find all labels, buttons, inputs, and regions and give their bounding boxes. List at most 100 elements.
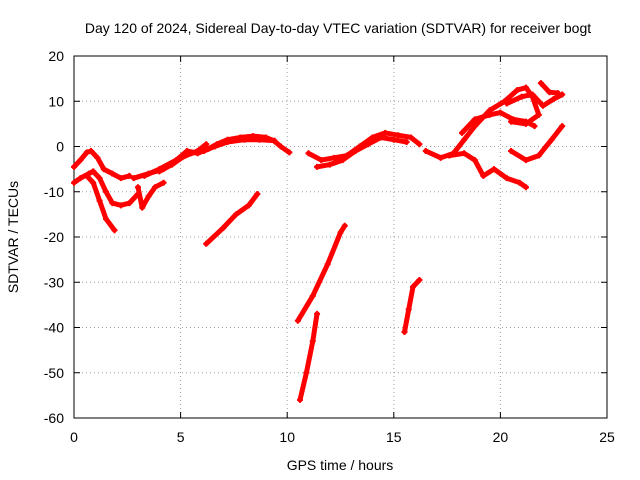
x-tick-label: 15 [386,429,402,445]
data-point [540,102,547,109]
data-point [461,150,468,157]
data-point [405,306,412,313]
data-point [271,137,278,144]
data-point [303,369,310,376]
data-series [71,80,566,403]
x-tick-label: 5 [177,429,185,445]
data-point [181,152,188,159]
data-point [554,90,561,97]
data-point [296,396,303,403]
series-arc-15 [446,150,529,190]
data-point [139,204,146,211]
data-point [160,179,167,186]
data-point [102,188,109,195]
data-point [309,292,316,299]
data-point [71,179,77,186]
data-point [459,129,466,136]
y-tick-label: -60 [44,410,64,426]
data-point [109,170,116,177]
data-point [331,154,338,161]
chart-title: Day 120 of 2024, Sidereal Day-to-day VTE… [85,20,591,36]
data-point [503,175,510,182]
data-point [409,283,416,290]
data-point [339,157,346,164]
y-tick-label: 10 [48,93,64,109]
y-tick-label: -30 [44,274,64,290]
data-point [314,163,321,170]
data-point [211,143,218,150]
data-point [491,166,498,173]
data-point [390,136,397,143]
data-point [83,149,90,156]
data-point [130,175,137,182]
data-point [437,154,444,161]
series-arc-12 [297,311,320,403]
data-point [531,123,538,130]
data-point [416,141,423,148]
data-point [514,86,521,93]
x-tick-label: 10 [279,429,295,445]
data-point [309,338,316,345]
data-point [156,168,163,175]
data-point [94,154,101,161]
data-point [220,224,227,231]
data-point [535,152,542,159]
series-arc-4 [135,180,166,211]
x-tick-label: 0 [70,429,78,445]
data-point [548,136,555,143]
data-point [117,175,124,182]
data-point [141,172,148,179]
data-point [401,329,408,336]
data-point [90,179,97,186]
data-point [203,141,210,148]
series-arc-1 [71,148,132,181]
data-point [134,184,141,191]
series-arc-8 [203,191,260,247]
y-tick-label: -20 [44,229,64,245]
data-point [341,222,348,229]
data-point [100,166,107,173]
data-point [382,129,389,136]
data-point [203,240,210,247]
data-point [286,149,293,156]
data-point [102,215,109,222]
x-axis-label: GPS time / hours [287,457,394,473]
x-tick-label: 25 [599,429,615,445]
data-point [224,138,231,145]
data-point [522,157,529,164]
y-tick-label: -50 [44,365,64,381]
data-point [416,276,423,283]
data-point [145,193,152,200]
data-point [471,116,478,123]
y-tick-label: -40 [44,320,64,336]
data-point [109,200,116,207]
data-point [71,163,77,170]
data-point [516,179,523,186]
data-point [77,157,84,164]
data-point [126,172,133,179]
y-tick-label: 0 [56,139,64,155]
data-point [256,136,263,143]
y-axis-label: SDTVAR / TECUs [5,181,21,293]
data-point [461,136,468,143]
data-point [277,143,284,150]
data-point [83,172,90,179]
data-point [324,261,331,268]
data-point [96,175,103,182]
data-point [245,202,252,209]
data-point [326,161,333,168]
axis-ticks: 0 5 10 15 20 25 -60 -50 -40 -30 -20 -10 0 10 20 [44,48,615,445]
data-point [537,80,544,87]
data-point [559,123,566,130]
data-point [486,111,493,118]
data-point [305,150,312,157]
data-point [510,116,517,123]
data-point [365,141,372,148]
x-tick-label: 20 [493,429,509,445]
data-point [446,152,453,159]
data-point [241,136,248,143]
data-point [497,109,504,116]
data-point [337,229,344,236]
data-point [169,161,176,168]
